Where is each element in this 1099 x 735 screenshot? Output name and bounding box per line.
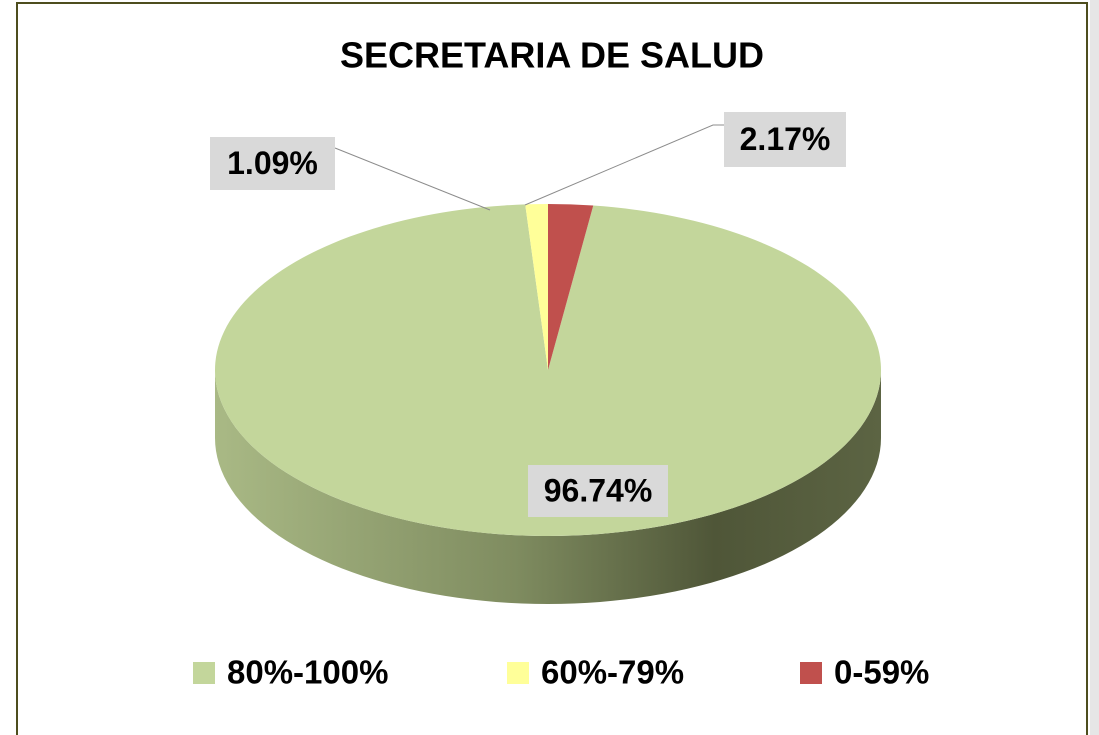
slice [548, 204, 594, 370]
legend: 80%-100% 60%-79% 0-59% [193, 654, 929, 691]
legend-swatch [800, 662, 822, 684]
chart-frame [16, 2, 1088, 735]
leader-line [334, 147, 491, 211]
legend-label: 60%-79% [541, 654, 684, 691]
data-label-box [210, 137, 335, 190]
pie [215, 204, 882, 604]
legend-swatch [193, 662, 215, 684]
legend-swatch [507, 662, 529, 684]
data-labels: 96.74% 1.09% 2.17% [210, 112, 846, 517]
scroll-strip [1090, 0, 1099, 735]
chart-title: SECRETARIA DE SALUD [340, 35, 764, 76]
data-label-box [724, 112, 846, 167]
slice-side [215, 370, 881, 604]
slice [215, 204, 882, 536]
slice [525, 204, 548, 370]
data-label: 1.09% [227, 145, 318, 181]
data-label: 2.17% [740, 121, 831, 157]
leader-line [524, 124, 724, 206]
legend-label: 0-59% [834, 654, 929, 691]
data-label-box [528, 465, 668, 517]
legend-label: 80%-100% [227, 654, 388, 691]
data-label: 96.74% [544, 472, 653, 508]
